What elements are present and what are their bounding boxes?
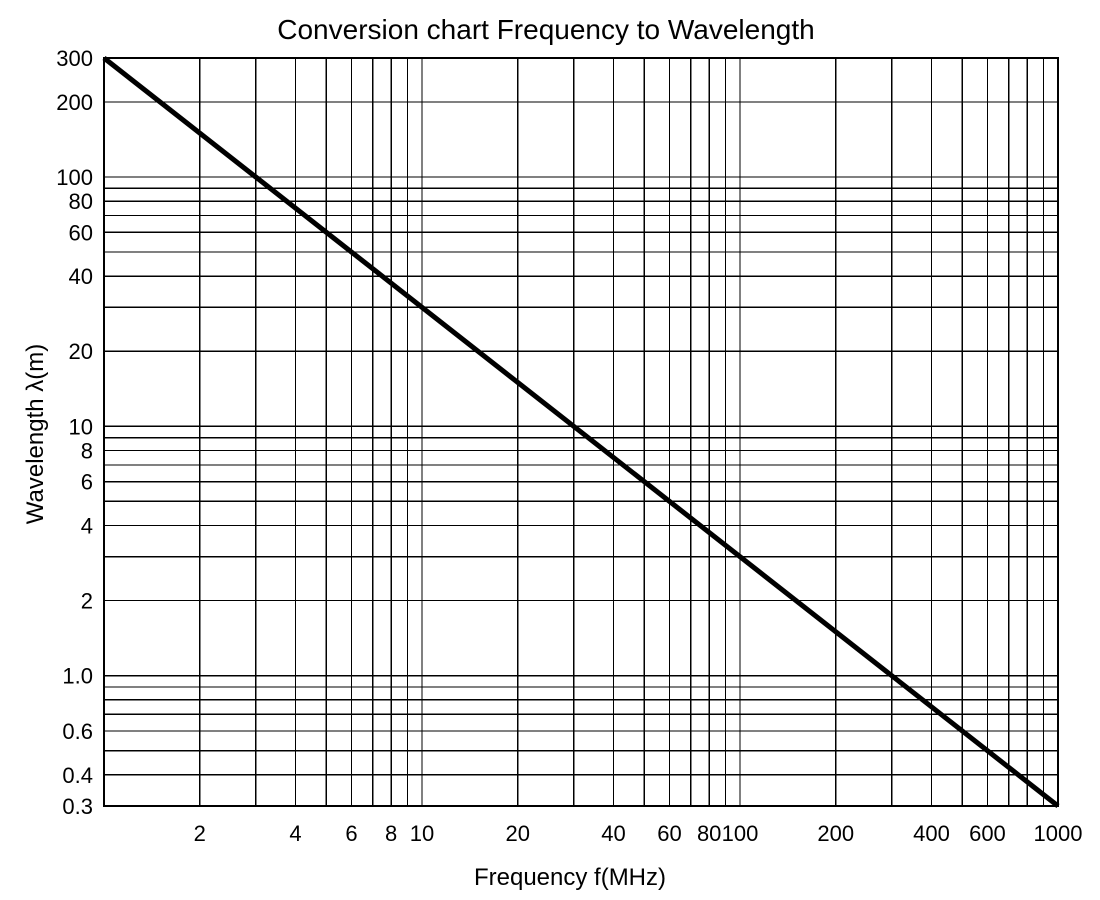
- y-tick-label: 200: [56, 90, 93, 115]
- y-tick-label: 1.0: [62, 664, 93, 689]
- y-tick-label: 10: [69, 414, 93, 439]
- y-tick-label: 8: [81, 438, 93, 463]
- x-tick-label: 40: [601, 821, 625, 846]
- x-tick-label: 20: [505, 821, 529, 846]
- chart-title: Conversion chart Frequency to Wavelength: [277, 14, 814, 45]
- x-tick-label: 6: [345, 821, 357, 846]
- y-tick-label: 0.4: [62, 763, 93, 788]
- x-tick-label: 600: [969, 821, 1006, 846]
- plot-frame: [103, 57, 1059, 807]
- y-tick-label: 20: [69, 339, 93, 364]
- series-layer: [102, 56, 1060, 808]
- x-tick-label: 80: [697, 821, 721, 846]
- y-tick-label: 0.3: [62, 794, 93, 819]
- x-tick-label: 10: [410, 821, 434, 846]
- x-tick-label: 100: [722, 821, 759, 846]
- y-tick-label: 0.6: [62, 719, 93, 744]
- y-axis-label: Wavelength λ(m): [22, 344, 49, 525]
- y-tick-label: 300: [56, 46, 93, 71]
- y-tick-label: 40: [69, 264, 93, 289]
- x-tick-label: 200: [817, 821, 854, 846]
- x-tick-label: 400: [913, 821, 950, 846]
- x-tick-label: 60: [657, 821, 681, 846]
- y-tick-label: 4: [81, 514, 93, 539]
- x-tick-label: 1000: [1034, 821, 1083, 846]
- y-tick-label: 2: [81, 589, 93, 614]
- grid-lines: [104, 57, 1059, 807]
- y-tick-label: 6: [81, 470, 93, 495]
- y-tick-label: 60: [69, 220, 93, 245]
- x-tick-label: 2: [194, 821, 206, 846]
- y-tick-label: 80: [69, 189, 93, 214]
- x-tick-label: 8: [385, 821, 397, 846]
- x-tick-label: 4: [289, 821, 301, 846]
- x-axis-label: Frequency f(MHz): [474, 864, 666, 891]
- x-tick-labels: 2 4 6 8 10 20 40 60 80 100 200 400 600 1000: [194, 821, 1083, 846]
- y-tick-label: 100: [56, 165, 93, 190]
- frequency-wavelength-line: [102, 56, 1060, 808]
